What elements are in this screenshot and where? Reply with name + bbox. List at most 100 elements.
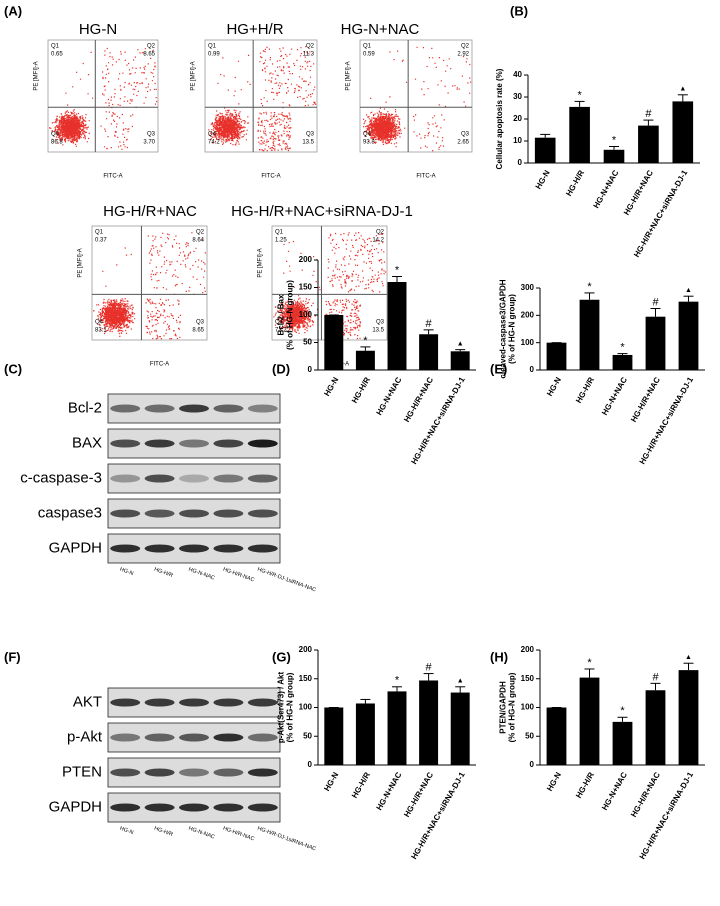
bar [579, 299, 600, 370]
bar [355, 350, 375, 370]
quadrant-name: Q2 [376, 230, 385, 236]
x-tick-label: HG-H/R+NAC [629, 375, 662, 423]
flow-y-label: PE [MFI]-A [191, 61, 197, 90]
significance-marker: # [426, 318, 433, 330]
blot-band [144, 509, 175, 518]
significance-marker: ▲ [457, 678, 464, 685]
x-tick-label: HG-N+NAC [375, 770, 404, 811]
significance-marker: * [363, 335, 368, 347]
blot-band [144, 698, 175, 707]
bar [638, 125, 659, 163]
blot-band [110, 404, 141, 413]
blot-band [247, 733, 278, 742]
flow-y-label: PE [MFI]-A [78, 248, 84, 277]
blot-band [247, 474, 278, 483]
quadrant-value: 13.5 [302, 140, 314, 146]
blot-lane-label: HG-H/R [153, 567, 173, 579]
significance-marker: # [645, 108, 652, 120]
x-tick-label: HG-H/R+NAC [402, 375, 435, 423]
blot-band [144, 768, 175, 777]
blot-lane-label: HG-H/R-NAC [222, 567, 255, 584]
bar [324, 315, 344, 370]
quadrant-value: 71.2 [275, 328, 287, 334]
flow-x-label: FITC-A [103, 174, 122, 180]
blot-band [247, 768, 278, 777]
y-tick-label: 100 [521, 338, 535, 347]
flow-title: HG-H/R+NAC [103, 203, 197, 220]
bar [534, 137, 556, 163]
y-tick-label: 100 [299, 703, 313, 712]
blot-band [213, 474, 244, 483]
bar [645, 690, 666, 765]
quadrant-value: 13.5 [372, 328, 384, 334]
y-tick-label: 50 [303, 338, 312, 347]
quadrant-name: Q2 [461, 44, 470, 50]
blot-band [110, 803, 141, 812]
event-cloud [363, 46, 472, 152]
blot-band [213, 509, 244, 518]
blot-band [179, 439, 209, 448]
bar [387, 282, 407, 370]
x-tick-label: HG-H/R+NAC+siRNA-DJ-1 [409, 375, 467, 466]
blot-band [247, 698, 278, 707]
blot-lane-label: HG-N [119, 826, 134, 836]
panel-label: (D) [272, 361, 290, 376]
y-tick-label: 100 [521, 703, 535, 712]
blot-band [213, 768, 244, 777]
blot-band [144, 803, 175, 812]
quadrant-name: Q4 [51, 132, 60, 138]
panel-label: (B) [510, 3, 528, 18]
quadrant-value: 86.8 [51, 140, 63, 146]
bar [569, 106, 590, 163]
bar [546, 707, 567, 765]
blot-lane-label: HG-H/R [153, 826, 173, 838]
quadrant-value: 2.65 [457, 140, 469, 146]
blot-row-label: GAPDH [49, 798, 102, 815]
blot-band [144, 439, 175, 448]
x-tick-label: HG-N+NAC [600, 770, 629, 811]
y-tick-label: 0 [530, 760, 535, 769]
event-cloud [208, 46, 317, 152]
quadrant-name: Q3 [461, 132, 470, 138]
blot-band [144, 733, 175, 742]
bar [612, 721, 633, 765]
bar [355, 703, 375, 765]
panel-label: (C) [4, 361, 22, 376]
significance-marker: ▲ [679, 86, 686, 93]
y-tick-label: 150 [299, 283, 313, 292]
y-tick-label: 0 [308, 760, 313, 769]
flow-y-label: PE [MFI]-A [34, 61, 40, 90]
quadrant-name: Q3 [196, 320, 205, 326]
blot-band [247, 803, 278, 812]
quadrant-value: 14.2 [372, 238, 384, 244]
significance-marker: * [395, 675, 400, 687]
y-tick-label: 200 [299, 645, 313, 654]
x-tick-label: HG-H/R [350, 375, 372, 404]
bar [612, 354, 633, 370]
quadrant-value: 8.65 [143, 52, 155, 58]
x-tick-label: HG-H/R+NAC [629, 770, 662, 818]
significance-marker: ▲ [685, 287, 692, 294]
flow-title: HG-H/R+NAC+siRNA-DJ-1 [231, 203, 413, 220]
flow-title: HG-N+NAC [341, 21, 420, 38]
blot-row-label: PTEN [62, 763, 102, 780]
panel-label: (F) [4, 649, 21, 664]
blot-band [213, 803, 244, 812]
bar [603, 149, 625, 163]
blot-band [179, 404, 209, 413]
significance-marker: * [620, 342, 625, 354]
blot-lane-label: HG-H/R-DJ-1siRNA-NAC [256, 567, 316, 594]
blot-lane-label: HG-N-NAC [188, 567, 216, 582]
significance-marker: * [587, 281, 592, 293]
blot-band [247, 404, 278, 413]
y-tick-label: 150 [299, 674, 313, 683]
blot-band [247, 544, 278, 553]
significance-marker: # [652, 671, 659, 683]
quadrant-name: Q1 [208, 44, 217, 50]
y-tick-label: 300 [521, 283, 535, 292]
blot-row-label: c-caspase-3 [20, 469, 102, 486]
quadrant-value: 8.64 [192, 238, 204, 244]
y-tick-label: 100 [299, 310, 313, 319]
y-tick-label: 200 [299, 255, 313, 264]
